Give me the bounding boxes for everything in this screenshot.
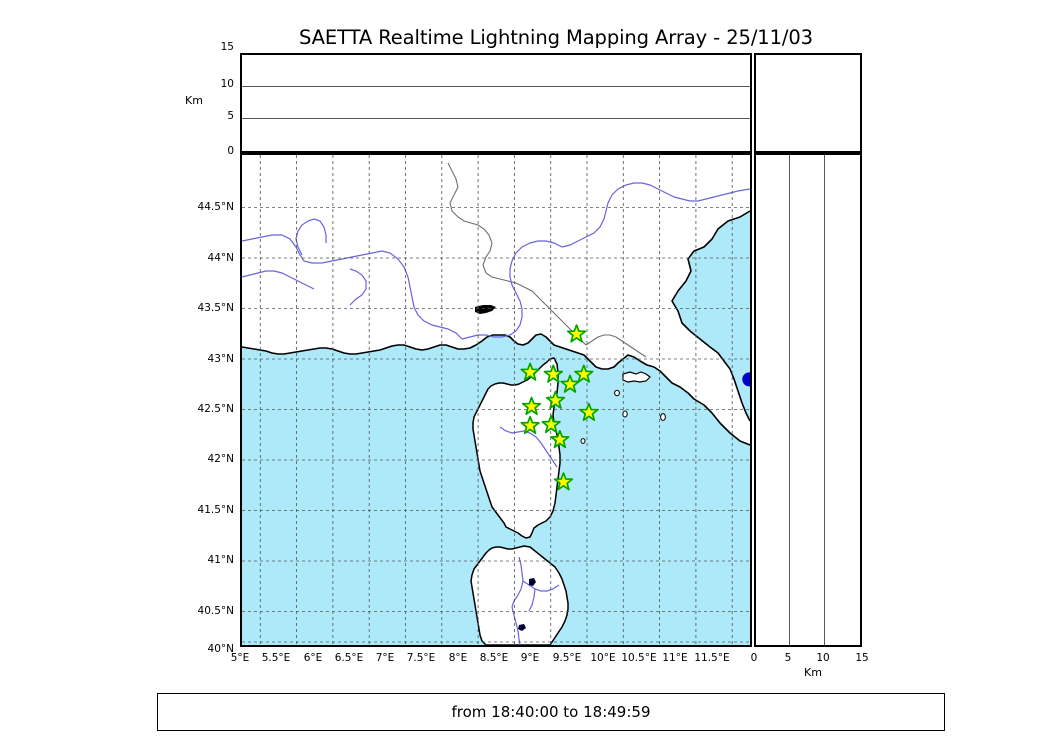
islet-pianosa: [622, 410, 628, 418]
map-lon-tick-8: 8°E: [448, 652, 468, 664]
right-panel-gridline-5km: [788, 155, 790, 645]
map-lon-tick-5.5: 5.5°E: [261, 652, 291, 664]
altitude-histogram-panel[interactable]: [754, 53, 862, 153]
country-border-fr-it: [447, 162, 587, 346]
lma-station-star: [521, 396, 542, 415]
map-graphics: [242, 155, 750, 645]
sardinia-landmass: [470, 545, 569, 645]
map-lon-tick-10: 10°E: [590, 652, 616, 664]
map-lon-tick-8.5: 8.5°E: [479, 652, 509, 664]
lma-station-star: [545, 390, 566, 409]
map-lat-tick-44.5: 44.5°N: [197, 201, 234, 213]
right-panel-gridline-10km: [823, 155, 825, 645]
right-panel-xtick-0: 0: [750, 652, 758, 664]
lma-station-star: [579, 402, 599, 422]
map-lon-tick-7.5: 7.5°E: [406, 652, 436, 664]
top-panel-ytick-5: 5: [227, 110, 234, 122]
vhf-source-dot: [742, 372, 750, 387]
map-lon-tick-7: 7°E: [375, 652, 395, 664]
map-lon-tick-9: 9°E: [520, 652, 540, 664]
map-lat-tick-42.5: 42.5°N: [197, 403, 234, 415]
map-lat-tick-43.5: 43.5°N: [197, 302, 234, 314]
lake-sardinia-1: [529, 578, 536, 586]
map-lon-tick-6: 6°E: [303, 652, 323, 664]
map-lat-tick-40: 40°N: [207, 643, 234, 655]
top-panel-ytick-15: 15: [220, 41, 234, 53]
lma-station-star: [543, 364, 563, 383]
mainland-coastline: [242, 333, 750, 446]
top-panel-ylabel: Km: [185, 94, 203, 107]
altitude-vs-latitude-panel[interactable]: [754, 153, 862, 647]
map-lon-tick-10.5: 10.5°E: [621, 652, 657, 664]
river-sardinia-4: [528, 588, 536, 612]
map-lon-tick-9.5: 9.5°E: [552, 652, 582, 664]
islet-montecristo: [660, 413, 666, 421]
right-panel-xlabel: Km: [804, 666, 822, 679]
map-lat-tick-43: 43°N: [207, 353, 234, 365]
lake-geneva: [475, 305, 496, 314]
top-panel-gridline-10km: [242, 85, 750, 87]
time-range-text: from 18:40:00 to 18:49:59: [451, 703, 651, 721]
italy-coastline: [671, 210, 750, 422]
map-gridlines: [242, 155, 750, 645]
river-po: [561, 182, 675, 248]
right-panel-xtick-10: 10: [816, 652, 830, 664]
lma-station-markers: [520, 324, 599, 491]
lightning-map-panel[interactable]: [240, 153, 752, 647]
lma-station-star: [566, 324, 587, 343]
top-panel-ytick-10: 10: [220, 78, 234, 90]
river-2: [461, 240, 563, 340]
river-3: [673, 188, 750, 202]
map-lon-tick-6.5: 6.5°E: [334, 652, 364, 664]
status-bar[interactable]: from 18:40:00 to 18:49:59: [157, 693, 945, 731]
map-lat-tick-44: 44°N: [207, 252, 234, 264]
river-5: [242, 270, 315, 290]
map-lat-tick-41: 41°N: [207, 554, 234, 566]
top-panel-ytick-0: 0: [227, 145, 234, 157]
elba-island: [622, 371, 651, 383]
vhf-source-markers: [742, 372, 750, 387]
lma-station-star: [550, 429, 570, 449]
islet-gorgona: [580, 438, 586, 444]
lma-station-star: [574, 364, 594, 383]
islet-capraia: [614, 389, 620, 397]
river-rhone: [381, 250, 463, 340]
river-1: [242, 234, 383, 264]
river-6: [349, 268, 367, 306]
river-golo: [499, 426, 558, 468]
lma-station-star: [560, 374, 580, 393]
river-sardinia-3: [511, 606, 521, 645]
lake-sardinia-2: [518, 624, 526, 631]
right-panel-xtick-15: 15: [855, 652, 869, 664]
map-lon-tick-11.5: 11.5°E: [694, 652, 730, 664]
map-lon-tick-5: 5°E: [230, 652, 250, 664]
lma-station-star: [520, 415, 540, 435]
map-lat-tick-42: 42°N: [207, 453, 234, 465]
country-border-segment-2: [585, 334, 647, 358]
page-title: SAETTA Realtime Lightning Mapping Array …: [299, 26, 813, 49]
lma-station-star: [553, 472, 574, 491]
map-lat-tick-41.5: 41.5°N: [197, 504, 234, 516]
map-lon-tick-11: 11°E: [662, 652, 688, 664]
top-panel-gridline-5km: [242, 117, 750, 119]
lma-station-star: [520, 362, 540, 381]
altitude-vs-longitude-panel[interactable]: [240, 53, 752, 153]
right-panel-xtick-5: 5: [784, 652, 792, 664]
map-canvas: [242, 155, 750, 645]
lma-station-star: [541, 414, 561, 434]
map-lat-tick-40.5: 40.5°N: [197, 605, 234, 617]
